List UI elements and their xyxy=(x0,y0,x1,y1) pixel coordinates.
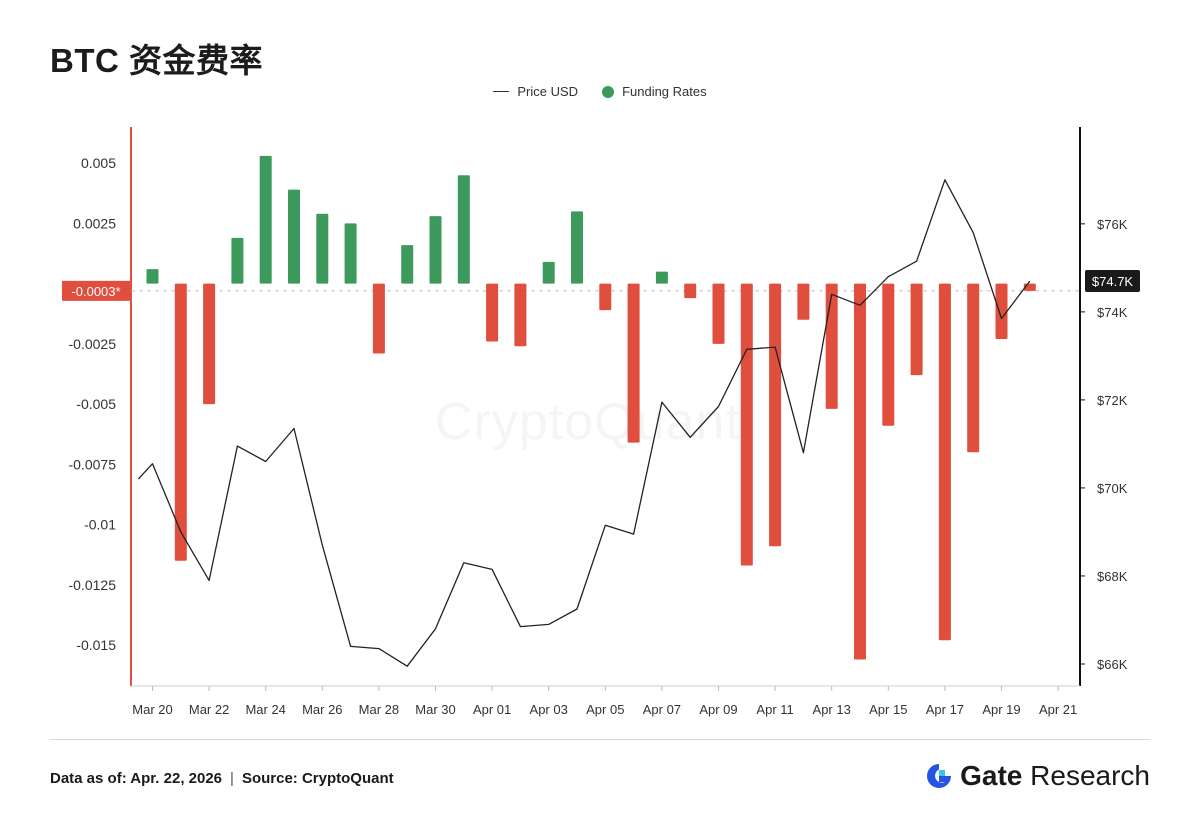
funding-rate-bar xyxy=(514,283,527,347)
funding-rate-bar xyxy=(288,189,300,284)
x-tick-label: Apr 07 xyxy=(643,702,681,717)
right-tick-label: $66K xyxy=(1097,657,1128,672)
price-line xyxy=(137,179,1031,667)
funding-rate-bar xyxy=(316,213,329,284)
x-tick-label: Mar 28 xyxy=(359,702,399,717)
right-tick-label: $72K xyxy=(1097,393,1128,408)
x-tick-label: Apr 19 xyxy=(982,702,1020,717)
chart-canvas: 0.005 0.0025 -0.0025 -0.005 -0.0075 -0.01 -0.0… xyxy=(62,127,1140,717)
x-tick-label: Apr 11 xyxy=(756,702,793,717)
legend: Price USD Funding Rates xyxy=(0,84,1200,99)
gate-logo-icon xyxy=(927,764,952,788)
funding-rate-bar xyxy=(344,223,357,284)
right-tick-label: $68K xyxy=(1097,569,1128,584)
funding-rate-bar xyxy=(486,283,499,342)
chart-title: BTC 资金费率 xyxy=(50,42,263,79)
x-tick-label: Apr 01 xyxy=(473,702,511,717)
legend-item-funding[interactable]: Funding Rates xyxy=(602,84,707,99)
left-tick-label: -0.0125 xyxy=(69,577,117,593)
x-tick-label: Mar 26 xyxy=(302,702,342,717)
data-date: Data as of: Apr. 22, 2026 xyxy=(50,770,223,787)
funding-rate-bar xyxy=(712,283,725,344)
brand-logo: Gate Research xyxy=(924,760,1150,792)
funding-rate-bar xyxy=(797,283,810,320)
x-tick-label: Mar 22 xyxy=(189,702,229,717)
funding-rate-bar xyxy=(769,283,782,547)
funding-rate-bar xyxy=(655,271,668,284)
x-tick-label: Apr 05 xyxy=(586,702,624,717)
x-tick-label: Apr 15 xyxy=(869,702,907,717)
funding-rate-bar xyxy=(740,283,753,566)
data-source: Source: CryptoQuant xyxy=(241,770,394,787)
x-tick-label: Mar 30 xyxy=(415,702,455,717)
x-tick-label: Mar 20 xyxy=(132,702,172,717)
left-value-marker-label: -0.0003* xyxy=(71,284,120,299)
funding-rate-bar xyxy=(203,283,216,405)
footer-divider xyxy=(50,739,1150,740)
funding-rate-bar xyxy=(571,211,583,284)
left-tick-label: -0.0025 xyxy=(69,336,117,352)
legend-dot-swatch xyxy=(602,85,615,98)
funding-rate-bar xyxy=(231,237,244,284)
left-tick-label: -0.0075 xyxy=(69,456,117,472)
funding-rate-bar xyxy=(429,216,442,284)
funding-rate-bar xyxy=(174,283,187,561)
right-tick-label: $70K xyxy=(1097,481,1128,496)
funding-rate-bar xyxy=(684,283,697,299)
funding-rate-bar xyxy=(938,283,951,641)
funding-rate-bar xyxy=(457,175,470,284)
legend-item-price[interactable]: Price USD xyxy=(493,84,578,99)
funding-rate-bar xyxy=(542,261,555,284)
right-tick-label: $76K xyxy=(1097,217,1128,232)
funding-rate-bar xyxy=(882,283,895,426)
funding-rate-bar xyxy=(259,155,272,284)
right-value-marker-label: $74.7K xyxy=(1092,274,1134,289)
funding-rate-bar xyxy=(910,283,923,376)
legend-label-price: Price USD xyxy=(517,84,579,99)
brand-name-bold: Gate xyxy=(960,760,1023,791)
funding-rate-bar xyxy=(627,283,640,443)
left-value-marker xyxy=(62,280,130,301)
brand-name-rest: Research xyxy=(1030,760,1150,791)
footer-separator: | xyxy=(230,770,234,787)
right-value-marker xyxy=(1085,270,1140,293)
x-tick-label: Apr 21 xyxy=(1039,702,1077,717)
funding-rate-bar xyxy=(995,283,1008,340)
x-tick-label: Apr 17 xyxy=(926,702,964,717)
legend-label-funding: Funding Rates xyxy=(622,84,707,99)
left-tick-label: -0.01 xyxy=(84,517,116,533)
left-tick-label: 0.0025 xyxy=(73,215,116,231)
footer-info: Data as of: Apr. 22, 2026 | Source: Crypto… xyxy=(50,770,394,787)
funding-rate-bar xyxy=(401,245,414,284)
left-tick-label: -0.015 xyxy=(76,637,116,653)
funding-rate-bar xyxy=(599,283,612,311)
legend-line-swatch xyxy=(493,91,510,92)
left-tick-label: -0.005 xyxy=(76,396,116,412)
funding-rate-bar xyxy=(854,283,866,660)
right-tick-label: $74K xyxy=(1097,305,1128,320)
funding-rate-bar xyxy=(146,269,159,284)
funding-rate-bar xyxy=(372,283,385,354)
x-tick-label: Apr 03 xyxy=(530,702,568,717)
x-tick-label: Mar 24 xyxy=(245,702,285,717)
funding-rate-bar xyxy=(967,283,980,453)
x-tick-label: Apr 09 xyxy=(699,702,737,717)
x-tick-label: Apr 13 xyxy=(813,702,851,717)
left-tick-label: 0.005 xyxy=(81,155,116,171)
funding-rate-bar xyxy=(825,283,838,409)
